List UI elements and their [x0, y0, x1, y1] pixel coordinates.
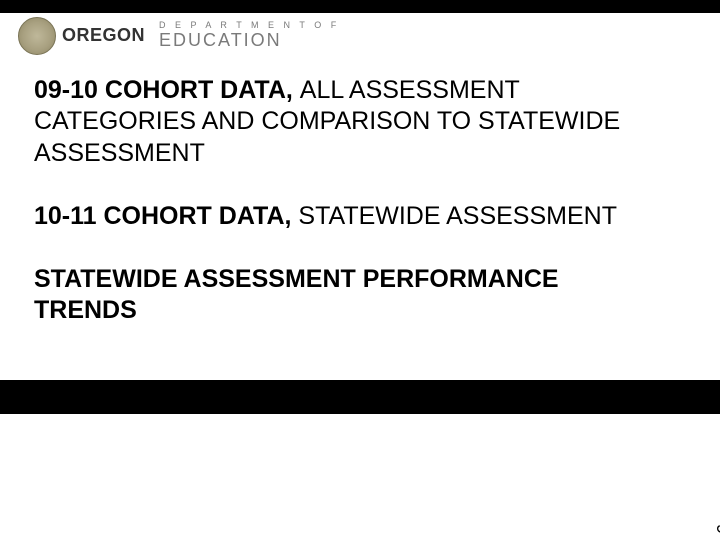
logo-state-text: OREGON: [62, 25, 145, 46]
paragraph: 10-11 COHORT DATA, STATEWIDE ASSESSMENT: [34, 201, 655, 232]
paragraph: 09-10 COHORT DATA, ALL ASSESSMENT CATEGO…: [34, 75, 655, 169]
dept-line-top: D E P A R T M E N T O F: [159, 20, 340, 30]
text-run: 10-11 COHORT DATA,: [34, 202, 298, 230]
body-area: 09-10 COHORT DATA, ALL ASSESSMENT CATEGO…: [34, 75, 655, 359]
page-number: 9: [712, 524, 720, 534]
dept-block: D E P A R T M E N T O F EDUCATION: [159, 20, 340, 51]
logo-strip: OREGON D E P A R T M E N T O F EDUCATION: [0, 13, 720, 58]
text-run: STATEWIDE ASSESSMENT PERFORMANCE TRENDS: [34, 265, 559, 324]
state-seal-icon: [18, 17, 56, 55]
paragraph: STATEWIDE ASSESSMENT PERFORMANCE TRENDS: [34, 264, 655, 327]
top-black-bar: [0, 0, 720, 13]
dept-line-bottom: EDUCATION: [159, 30, 340, 51]
slide: OREGON D E P A R T M E N T O F EDUCATION…: [0, 0, 720, 540]
text-run: STATEWIDE ASSESSMENT: [298, 202, 617, 230]
mid-black-bar: [0, 380, 720, 414]
text-run: 09-10 COHORT DATA,: [34, 76, 300, 104]
